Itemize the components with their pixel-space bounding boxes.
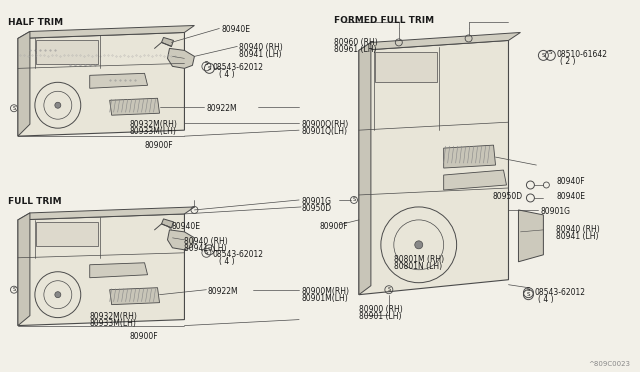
Text: ( 4 ): ( 4 ) <box>538 295 554 304</box>
Text: 80900M(RH): 80900M(RH) <box>301 287 349 296</box>
Text: 80900F: 80900F <box>145 141 173 150</box>
Text: 80940 (RH): 80940 (RH) <box>184 237 228 246</box>
Polygon shape <box>18 213 30 326</box>
Text: 80940F: 80940F <box>556 177 585 186</box>
Text: ^809C0023: ^809C0023 <box>588 362 630 368</box>
Text: 80901 (LH): 80901 (LH) <box>359 312 401 321</box>
Polygon shape <box>161 38 173 46</box>
Text: 80950D: 80950D <box>493 192 523 201</box>
Text: S: S <box>205 61 208 66</box>
Polygon shape <box>18 32 184 136</box>
Text: 80961 (LH): 80961 (LH) <box>334 45 376 54</box>
Text: S: S <box>205 250 208 255</box>
Text: 80900F: 80900F <box>319 222 348 231</box>
Text: 80933M(LH): 80933M(LH) <box>130 127 177 136</box>
Text: 80901G: 80901G <box>301 197 331 206</box>
Circle shape <box>55 102 61 108</box>
Polygon shape <box>359 42 371 295</box>
Text: 80922M: 80922M <box>207 287 238 296</box>
Text: S: S <box>207 247 211 252</box>
Circle shape <box>415 241 423 249</box>
Text: 80922M: 80922M <box>206 104 237 113</box>
Text: S: S <box>527 287 530 292</box>
Text: ( 2 ): ( 2 ) <box>561 57 576 66</box>
Text: S: S <box>12 106 15 111</box>
Text: 80932M(RH): 80932M(RH) <box>90 312 138 321</box>
Polygon shape <box>168 230 195 250</box>
Polygon shape <box>168 48 195 68</box>
Text: 80941 (LH): 80941 (LH) <box>556 232 599 241</box>
Text: 80940E: 80940E <box>172 222 200 231</box>
Bar <box>375 52 436 82</box>
Bar <box>36 222 98 246</box>
Bar <box>36 41 98 64</box>
Text: 80950D: 80950D <box>301 204 332 213</box>
Polygon shape <box>90 73 148 88</box>
Polygon shape <box>161 219 173 228</box>
Text: HALF TRIM: HALF TRIM <box>8 19 63 28</box>
Text: 80901Q(LH): 80901Q(LH) <box>301 127 347 136</box>
Text: 80960 (RH): 80960 (RH) <box>334 38 378 48</box>
Text: S: S <box>353 198 355 202</box>
Text: 80940 (RH): 80940 (RH) <box>239 44 283 52</box>
Text: 80933M(LH): 80933M(LH) <box>90 318 136 328</box>
Text: 80941 (LH): 80941 (LH) <box>239 50 282 60</box>
Text: 08543-62012: 08543-62012 <box>212 250 264 259</box>
Text: 80900F: 80900F <box>130 331 158 341</box>
Text: 80932M(RH): 80932M(RH) <box>130 120 177 129</box>
Circle shape <box>55 292 61 298</box>
Polygon shape <box>518 210 543 262</box>
Text: S: S <box>207 66 211 71</box>
Text: 80801N (LH): 80801N (LH) <box>394 262 442 271</box>
Text: ( 4 ): ( 4 ) <box>220 70 235 79</box>
Polygon shape <box>444 145 495 168</box>
Text: FULL TRIM: FULL TRIM <box>8 197 61 206</box>
Polygon shape <box>18 32 30 136</box>
Text: 80901G: 80901G <box>540 207 570 216</box>
Polygon shape <box>359 41 509 295</box>
Text: 80900 (RH): 80900 (RH) <box>359 305 403 314</box>
Text: 80940 (RH): 80940 (RH) <box>556 225 600 234</box>
Polygon shape <box>359 32 520 50</box>
Text: 80941 (LH): 80941 (LH) <box>184 244 227 253</box>
Polygon shape <box>90 263 148 278</box>
Text: S: S <box>12 287 15 292</box>
Text: 80940E: 80940E <box>556 192 586 201</box>
Polygon shape <box>109 98 159 115</box>
Text: FORMED FULL TRIM: FORMED FULL TRIM <box>334 16 434 25</box>
Text: 08510-61642: 08510-61642 <box>556 50 607 60</box>
Text: 80900Q(RH): 80900Q(RH) <box>301 120 348 129</box>
Polygon shape <box>18 25 195 38</box>
Polygon shape <box>444 170 506 190</box>
Text: 80901M(LH): 80901M(LH) <box>301 294 348 303</box>
Text: S: S <box>541 53 545 58</box>
Text: ( 4 ): ( 4 ) <box>220 257 235 266</box>
Polygon shape <box>18 207 195 220</box>
Text: 80940E: 80940E <box>221 25 250 35</box>
Text: S: S <box>527 292 530 297</box>
Text: 80801M (RH): 80801M (RH) <box>394 255 444 264</box>
Text: S: S <box>548 50 552 55</box>
Text: 08543-62012: 08543-62012 <box>534 288 586 297</box>
Text: 08543-62012: 08543-62012 <box>212 63 264 73</box>
Polygon shape <box>109 288 159 305</box>
Polygon shape <box>18 214 184 326</box>
Text: S: S <box>387 287 390 292</box>
